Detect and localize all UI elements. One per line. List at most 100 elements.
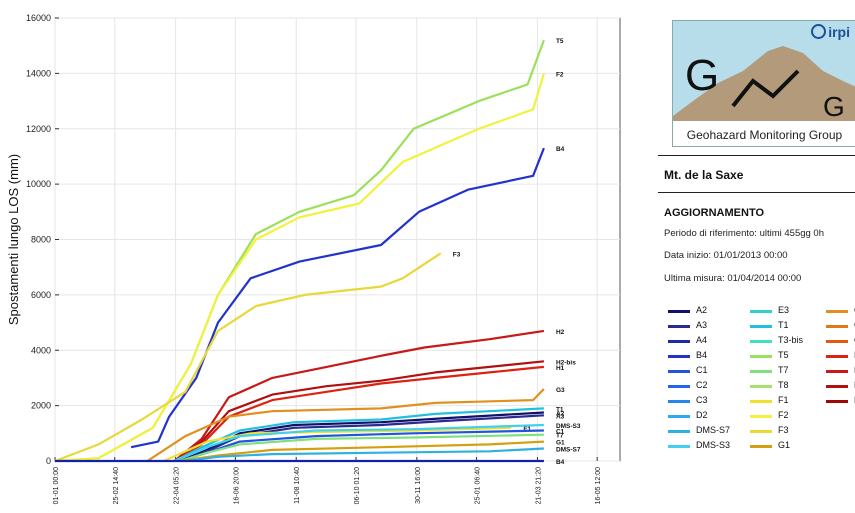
- series-line: [54, 73, 545, 463]
- series-line: [179, 411, 544, 463]
- legend-swatch: [668, 370, 690, 373]
- x-tick-label: 06-10 01:20: [354, 467, 361, 504]
- y-tick-label: 2000: [31, 401, 51, 411]
- series-line: [185, 447, 544, 463]
- series-label: G1: [556, 440, 565, 447]
- legend-label: C1: [696, 365, 708, 375]
- logo-caption: Geohazard Monitoring Group: [686, 128, 843, 142]
- series-label: B4: [556, 146, 565, 153]
- legend-swatch: [750, 445, 772, 448]
- legend-swatch: [750, 340, 772, 343]
- legend-label: F1: [778, 395, 789, 405]
- legend-swatch: [750, 400, 772, 403]
- series-label: T7: [556, 433, 564, 440]
- legend-label: B4: [696, 350, 708, 360]
- legend-label: A2: [696, 305, 708, 315]
- x-tick-label: 25-01 06:40: [475, 467, 482, 504]
- y-axis-label: Spostamenti lungo LOS (mm): [6, 154, 21, 325]
- x-tick-label: 01-01 00:00: [53, 467, 60, 504]
- legend-swatch: [750, 325, 772, 328]
- reference-period: Periodo di riferimento: ultimi 455gg 0h: [664, 228, 825, 239]
- legend-label: T1: [778, 320, 789, 330]
- series-label: DMS-S7: [556, 447, 581, 454]
- series-label: A2: [556, 411, 565, 418]
- series-label: H2-bis: [556, 359, 576, 366]
- series-label: H2: [556, 329, 565, 336]
- legend-swatch: [668, 385, 690, 388]
- y-tick-label: 8000: [31, 235, 51, 245]
- series-line: [174, 423, 544, 463]
- site-name: Mt. de la Saxe: [664, 168, 744, 182]
- series-line: [179, 440, 544, 463]
- legend-swatch: [668, 400, 690, 403]
- y-tick-label: 14000: [26, 68, 51, 78]
- series-line: [179, 433, 544, 463]
- legend-swatch: [668, 415, 690, 418]
- y-tick-label: 4000: [31, 345, 51, 355]
- y-tick-label: 12000: [26, 124, 51, 134]
- series-label: G3: [556, 387, 565, 394]
- legend-swatch: [668, 340, 690, 343]
- legend-swatch: [750, 385, 772, 388]
- legend-swatch: [668, 325, 690, 328]
- ggmg-logo: irpi G G Geohazard Monitoring Group: [672, 20, 855, 147]
- legend-label: C2: [696, 380, 708, 390]
- legend-swatch: [668, 445, 690, 448]
- legend-label: C3: [696, 395, 708, 405]
- series-line: [179, 414, 544, 463]
- divider: [658, 192, 855, 193]
- legend-label: T5: [778, 350, 789, 360]
- legend-swatch: [826, 400, 848, 403]
- x-tick-label: 16-06 20:00: [233, 467, 240, 504]
- x-tick-label: 30-11 16:00: [415, 467, 422, 504]
- x-tick-label: 25-02 14:40: [113, 467, 120, 504]
- legend-swatch: [826, 325, 848, 328]
- series-label: A3: [556, 413, 565, 420]
- legend-swatch: [668, 430, 690, 433]
- legend-label: T3-bis: [778, 335, 804, 345]
- legend-swatch: [668, 310, 690, 313]
- legend-label: T8: [778, 380, 789, 390]
- legend-swatch: [826, 355, 848, 358]
- info-panel: irpi G G Geohazard Monitoring Group Mt. …: [650, 0, 855, 513]
- series-line: [130, 147, 545, 449]
- series-line: [54, 252, 442, 463]
- legend-label: DMS-S7: [696, 425, 731, 435]
- x-tick-label: 11-08 10:40: [294, 467, 301, 504]
- start-date: Data inizio: 01/01/2013 00:00: [664, 250, 788, 261]
- y-tick-label: 16000: [26, 13, 51, 23]
- legend-swatch: [750, 415, 772, 418]
- series-label: C1: [556, 429, 565, 436]
- series-label: T1: [556, 406, 564, 413]
- series-label: H1: [556, 365, 565, 372]
- x-tick-label: 21-03 21:20: [535, 467, 542, 504]
- legend-label: T7: [778, 365, 789, 375]
- legend-swatch: [750, 310, 772, 313]
- series-label: T5: [556, 38, 564, 45]
- update-heading: AGGIORNAMENTO: [664, 207, 765, 219]
- legend-label: G1: [778, 440, 791, 450]
- y-tick-label: 6000: [31, 290, 51, 300]
- legend-label: F3: [778, 425, 789, 435]
- legend-label: E3: [778, 305, 790, 315]
- legend-swatch: [826, 340, 848, 343]
- legend-swatch: [826, 370, 848, 373]
- series-line: [173, 360, 545, 462]
- mountain-icon: [673, 21, 855, 146]
- divider: [658, 155, 855, 156]
- logo-letter-g: G: [685, 51, 720, 100]
- legend-swatch: [668, 355, 690, 358]
- legend-swatch: [750, 430, 772, 433]
- y-tick-label: 0: [46, 456, 51, 466]
- irpi-logo: irpi: [811, 24, 850, 40]
- series-label: F1: [523, 426, 531, 433]
- legend-label: D2: [696, 410, 708, 420]
- legend-label: DMS-S3: [696, 440, 731, 450]
- series-label: F3: [453, 251, 461, 258]
- legend-swatch: [750, 370, 772, 373]
- legend-swatch: [826, 385, 848, 388]
- logo-letter-g-small: G: [823, 91, 845, 122]
- last-measure: Ultima misura: 01/04/2014 00:00: [664, 273, 802, 284]
- legend-label: A4: [696, 335, 708, 345]
- displacement-chart: 0 2000 4000 6000 8000 10000 12000 14000 16000 01-…: [6, 13, 621, 504]
